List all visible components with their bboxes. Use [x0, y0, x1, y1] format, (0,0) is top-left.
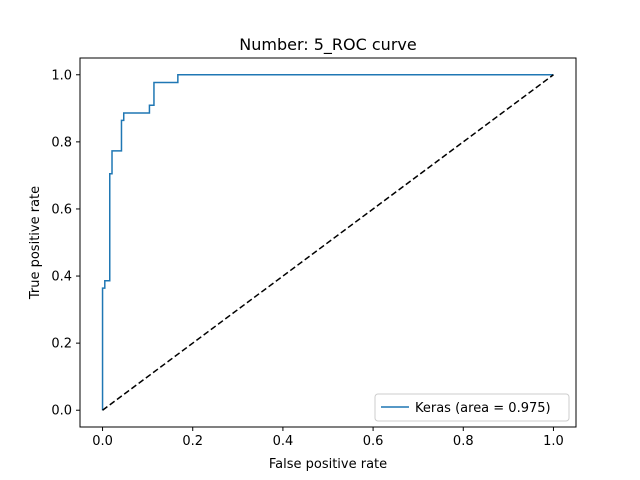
chance-diagonal-line	[102, 74, 554, 411]
axis-ticks: 0.0 0.2 0.4 0.6 0.8 1.0 0.0 0.2 0.4 0.6 0.8 1.0	[51, 68, 563, 449]
legend: Keras (area = 0.975)	[374, 393, 570, 422]
x-tick-label: 0.0	[92, 434, 113, 449]
y-tick-label: 0.8	[51, 135, 72, 150]
chart-title: Number: 5_ROC curve	[239, 35, 416, 55]
y-tick-label: 0.4	[51, 270, 72, 285]
x-axis-label: False positive rate	[269, 457, 387, 472]
x-tick-label: 0.6	[363, 434, 384, 449]
y-tick-label: 1.0	[51, 68, 72, 83]
roc-series-line	[101, 74, 554, 411]
legend-label: Keras (area = 0.975)	[415, 401, 551, 416]
x-tick-label: 1.0	[543, 434, 564, 449]
y-tick-label: 0.0	[51, 404, 72, 419]
plot-lines	[101, 74, 554, 411]
x-tick-label: 0.8	[453, 434, 474, 449]
y-tick-label: 0.6	[51, 202, 72, 217]
legend-box	[374, 393, 570, 422]
x-tick-label: 0.2	[182, 434, 203, 449]
y-axis-label: True positive rate	[28, 186, 43, 300]
y-tick-label: 0.2	[51, 337, 72, 352]
axes-frame	[79, 57, 577, 428]
x-tick-label: 0.4	[273, 434, 294, 449]
